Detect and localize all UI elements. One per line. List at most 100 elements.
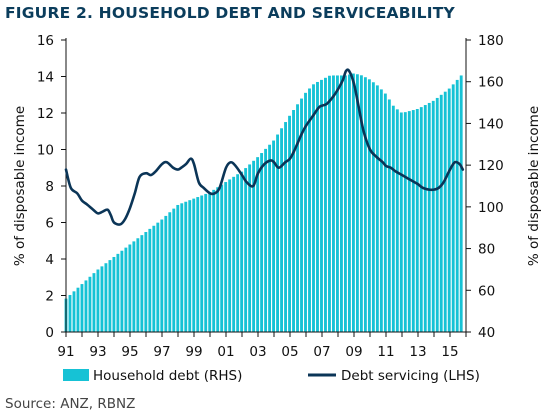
debt-bar bbox=[184, 201, 188, 332]
y-right-tick-label: 180 bbox=[478, 33, 504, 49]
debt-bar bbox=[451, 84, 455, 332]
debt-bar bbox=[387, 99, 391, 333]
debt-bar bbox=[120, 250, 124, 332]
debt-bar bbox=[148, 228, 152, 332]
chart-title: FIGURE 2. HOUSEHOLD DEBT AND SERVICEABIL… bbox=[5, 4, 455, 22]
debt-bar bbox=[216, 187, 220, 332]
debt-bar bbox=[419, 107, 423, 333]
debt-bar bbox=[280, 128, 283, 332]
y-right-tick-label: 120 bbox=[478, 158, 504, 174]
y-right-tick-label: 100 bbox=[478, 200, 504, 216]
y-left-tick-label: 10 bbox=[37, 143, 54, 159]
line-series bbox=[64, 68, 465, 226]
debt-bar bbox=[379, 89, 383, 332]
x-tick-label: 93 bbox=[89, 344, 106, 360]
debt-bar bbox=[240, 171, 244, 332]
debt-bar bbox=[284, 122, 287, 332]
debt-bar bbox=[304, 92, 307, 332]
debt-bar bbox=[411, 110, 415, 332]
debt-bar bbox=[208, 192, 212, 332]
debt-bar bbox=[455, 79, 459, 332]
debt-bar bbox=[260, 153, 264, 332]
debt-bar bbox=[248, 164, 252, 332]
legend-label-household-debt: Household debt (RHS) bbox=[93, 368, 242, 384]
debt-bar bbox=[288, 115, 291, 332]
legend-swatch-household-debt bbox=[63, 369, 89, 381]
tick-labels: 0 2 4 6 8 10 12 14 16 40 60 80 100 120 140 160 180 91 93 95… bbox=[37, 33, 504, 360]
debt-bar bbox=[371, 82, 375, 333]
y-left-tick-label: 6 bbox=[45, 216, 54, 232]
debt-servicing-line bbox=[64, 68, 465, 226]
axes bbox=[61, 38, 471, 337]
debt-bar bbox=[252, 160, 256, 332]
y-right-label: % of disposable income bbox=[526, 106, 542, 266]
x-tick-label: 03 bbox=[249, 344, 266, 360]
debt-bar bbox=[347, 74, 351, 332]
debt-bar bbox=[176, 204, 180, 332]
debt-bar bbox=[344, 75, 347, 333]
debt-bar bbox=[316, 81, 319, 332]
debt-bar bbox=[180, 203, 184, 332]
debt-bar bbox=[391, 105, 395, 333]
debt-bar bbox=[204, 193, 208, 332]
debt-bar bbox=[232, 176, 236, 332]
debt-bar bbox=[228, 179, 232, 332]
debt-bar bbox=[351, 73, 355, 333]
debt-bar bbox=[272, 140, 276, 332]
debt-bar bbox=[292, 110, 295, 332]
y-right-tick-label: 80 bbox=[478, 242, 495, 258]
source-note: Source: ANZ, RBNZ bbox=[5, 396, 136, 412]
debt-bar bbox=[112, 256, 116, 332]
y-right-tick-label: 140 bbox=[478, 116, 504, 132]
debt-bar bbox=[172, 208, 176, 332]
debt-bar bbox=[407, 111, 411, 332]
y-left-tick-label: 12 bbox=[37, 106, 54, 122]
debt-bar bbox=[447, 88, 451, 332]
y-right-tick-label: 40 bbox=[478, 325, 495, 341]
debt-bar bbox=[431, 100, 435, 333]
y-left-label: % of disposable income bbox=[12, 106, 28, 266]
legend-label-debt-servicing: Debt servicing (LHS) bbox=[341, 368, 480, 384]
debt-bar bbox=[88, 276, 92, 332]
debt-bar bbox=[268, 144, 272, 332]
debt-bar bbox=[136, 238, 140, 332]
y-left-tick-label: 2 bbox=[45, 289, 54, 305]
debt-bar bbox=[100, 266, 104, 332]
debt-bar bbox=[220, 184, 224, 332]
debt-bar bbox=[435, 97, 439, 332]
x-tick-label: 97 bbox=[153, 344, 170, 360]
debt-bar bbox=[160, 219, 164, 332]
debt-bar bbox=[363, 77, 367, 332]
x-tick-label: 15 bbox=[441, 344, 458, 360]
debt-bar bbox=[355, 74, 359, 332]
debt-bar bbox=[328, 75, 331, 333]
debt-bar bbox=[276, 134, 279, 332]
debt-bar bbox=[196, 197, 200, 332]
debt-bar bbox=[200, 195, 204, 332]
debt-bar bbox=[108, 260, 112, 332]
debt-bar bbox=[168, 212, 172, 332]
y-left-tick-label: 16 bbox=[37, 33, 54, 49]
debt-bar bbox=[124, 247, 128, 332]
debt-bar bbox=[256, 157, 260, 332]
debt-bar bbox=[72, 291, 76, 332]
debt-bar bbox=[312, 84, 315, 332]
x-tick-label: 11 bbox=[377, 344, 394, 360]
debt-bar bbox=[212, 189, 216, 332]
debt-bar bbox=[104, 263, 108, 332]
y-left-tick-label: 4 bbox=[45, 252, 54, 268]
debt-bar bbox=[439, 94, 443, 332]
y-right-tick-label: 160 bbox=[478, 75, 504, 91]
x-tick-label: 91 bbox=[57, 344, 74, 360]
debt-bar bbox=[359, 75, 363, 333]
debt-bar bbox=[427, 102, 431, 332]
debt-bar bbox=[403, 112, 407, 332]
debt-bar bbox=[332, 75, 335, 333]
legend: Household debt (RHS) Debt servicing (LHS… bbox=[63, 368, 480, 384]
y-right-tick-label: 60 bbox=[478, 283, 495, 299]
debt-bar bbox=[336, 75, 339, 333]
debt-bar bbox=[188, 200, 192, 332]
debt-bar bbox=[144, 232, 148, 332]
debt-bar bbox=[236, 174, 240, 332]
